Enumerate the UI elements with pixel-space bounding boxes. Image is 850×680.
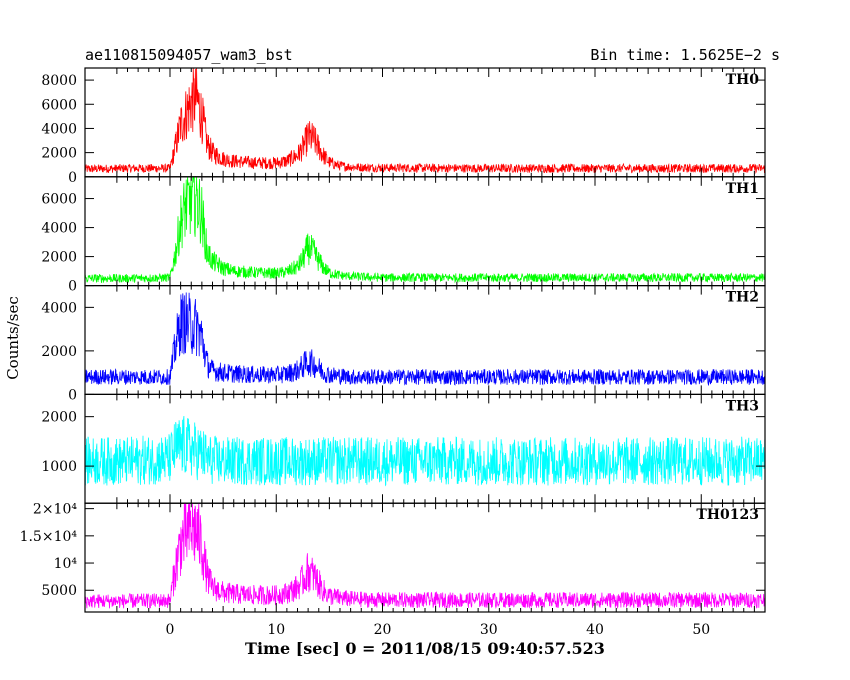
y-tick-label-th0: 8000 — [41, 73, 77, 89]
y-tick-label-th2: 0 — [68, 387, 77, 403]
series-line-th1 — [84, 176, 766, 284]
series-line-th0123 — [84, 503, 765, 609]
x-tick-label: 0 — [166, 622, 175, 638]
y-tick-label-th0: 6000 — [41, 97, 77, 113]
y-tick-label-th2: 2000 — [41, 344, 77, 360]
series-line-th2 — [84, 292, 766, 387]
x-tick-label: 30 — [480, 622, 498, 638]
y-tick-label-th1: 6000 — [41, 192, 77, 208]
x-axis-label: Time [sec] 0 = 2011/08/15 09:40:57.523 — [245, 639, 605, 658]
y-tick-label-th0123: 1.5×10⁴ — [20, 529, 78, 545]
y-tick-label-th0123: 5000 — [41, 583, 77, 599]
y-tick-label-th1: 0 — [68, 279, 77, 295]
y-tick-label-th0123: 2×10⁴ — [33, 502, 77, 518]
panel-label-th2: TH2 — [726, 290, 759, 306]
y-tick-label-th1: 2000 — [41, 250, 77, 266]
chart-title-right: Bin time: 1.5625E−2 s — [590, 46, 780, 64]
y-tick-label-th0: 0 — [68, 170, 77, 186]
x-tick-label: 40 — [586, 622, 604, 638]
series-line-th0 — [84, 67, 766, 175]
y-tick-label-th0123: 10⁴ — [54, 556, 78, 572]
x-tick-label: 20 — [374, 622, 392, 638]
y-tick-label-th3: 1000 — [41, 459, 77, 475]
x-tick-label: 50 — [692, 622, 710, 638]
y-tick-label-th0: 4000 — [41, 121, 77, 137]
panel-label-th0: TH0 — [726, 72, 760, 88]
chart-title-left: ae110815094057_wam3_bst — [85, 46, 293, 64]
series-line-th3 — [84, 415, 766, 487]
x-tick-label: 10 — [267, 622, 285, 638]
y-axis-label: Counts/sec — [4, 296, 22, 380]
panel-label-th0123: TH0123 — [696, 507, 759, 523]
y-tick-label-th3: 2000 — [41, 410, 77, 426]
y-tick-label-th1: 4000 — [41, 221, 77, 237]
y-tick-label-th2: 4000 — [41, 300, 77, 316]
y-tick-label-th0: 2000 — [41, 146, 77, 162]
panel-label-th1: TH1 — [726, 181, 759, 197]
panel-label-th3: TH3 — [726, 398, 759, 414]
